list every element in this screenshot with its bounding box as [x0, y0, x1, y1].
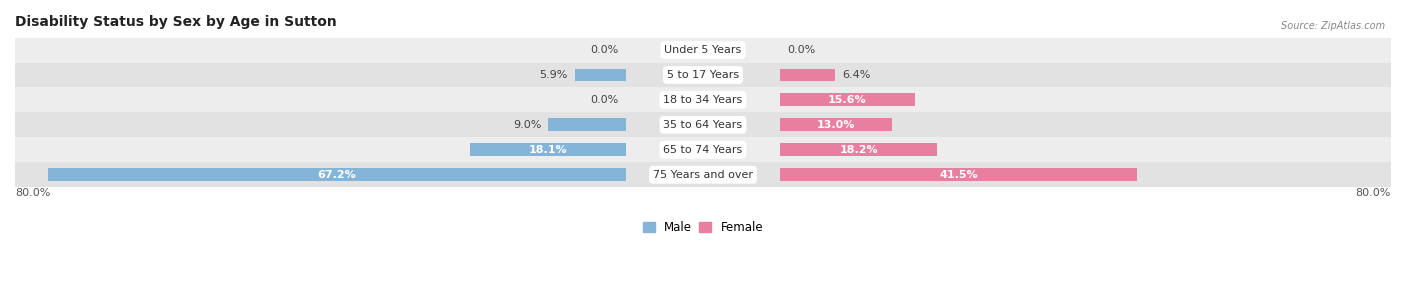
- Text: Under 5 Years: Under 5 Years: [665, 45, 741, 55]
- Text: 80.0%: 80.0%: [1355, 188, 1391, 198]
- Text: 41.5%: 41.5%: [939, 170, 979, 180]
- Text: 0.0%: 0.0%: [787, 45, 815, 55]
- Text: Source: ZipAtlas.com: Source: ZipAtlas.com: [1281, 21, 1385, 31]
- Text: 9.0%: 9.0%: [513, 120, 541, 130]
- Text: 5.9%: 5.9%: [540, 70, 568, 80]
- Bar: [780, 168, 1137, 181]
- Text: 18 to 34 Years: 18 to 34 Years: [664, 95, 742, 105]
- Bar: [15, 88, 1391, 112]
- Bar: [780, 93, 914, 106]
- Bar: [548, 118, 626, 131]
- Bar: [15, 112, 1391, 137]
- Text: 65 to 74 Years: 65 to 74 Years: [664, 145, 742, 155]
- Bar: [48, 168, 626, 181]
- Text: 35 to 64 Years: 35 to 64 Years: [664, 120, 742, 130]
- Text: 18.2%: 18.2%: [839, 145, 877, 155]
- Text: 6.4%: 6.4%: [842, 70, 870, 80]
- Bar: [575, 68, 626, 81]
- Text: Disability Status by Sex by Age in Sutton: Disability Status by Sex by Age in Sutto…: [15, 15, 337, 29]
- Bar: [780, 143, 936, 156]
- Bar: [15, 63, 1391, 88]
- Text: 15.6%: 15.6%: [828, 95, 866, 105]
- Bar: [15, 38, 1391, 63]
- Legend: Male, Female: Male, Female: [638, 216, 768, 239]
- Text: 18.1%: 18.1%: [529, 145, 567, 155]
- Bar: [15, 137, 1391, 162]
- Bar: [470, 143, 626, 156]
- Text: 75 Years and over: 75 Years and over: [652, 170, 754, 180]
- Bar: [15, 162, 1391, 187]
- Text: 5 to 17 Years: 5 to 17 Years: [666, 70, 740, 80]
- Bar: [780, 68, 835, 81]
- Text: 0.0%: 0.0%: [591, 95, 619, 105]
- Text: 0.0%: 0.0%: [591, 45, 619, 55]
- Text: 67.2%: 67.2%: [318, 170, 356, 180]
- Text: 13.0%: 13.0%: [817, 120, 855, 130]
- Text: 80.0%: 80.0%: [15, 188, 51, 198]
- Bar: [780, 118, 893, 131]
